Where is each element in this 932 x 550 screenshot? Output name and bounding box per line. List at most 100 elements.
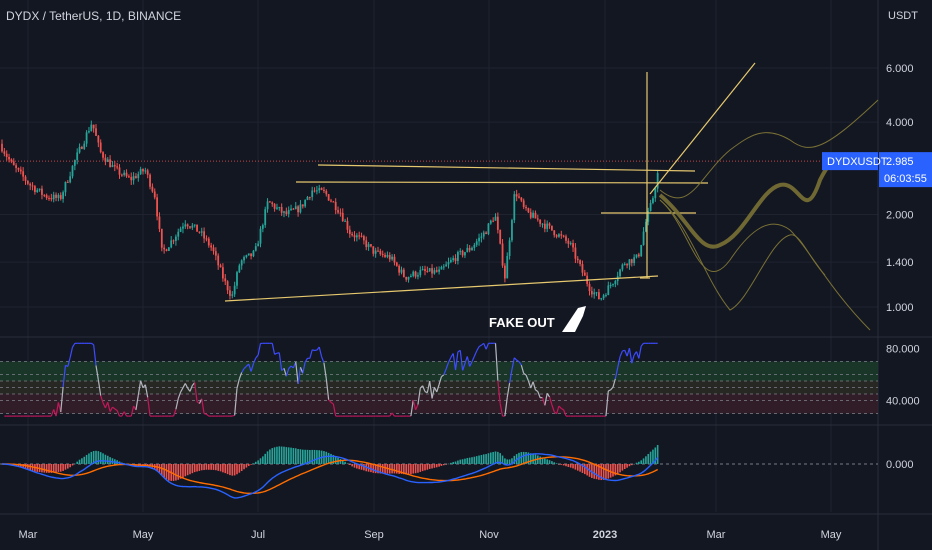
candle-down xyxy=(426,271,429,273)
macd-histogram-bar xyxy=(346,463,349,465)
rsi-segment xyxy=(114,408,118,411)
symbol-title[interactable]: DYDX / TetherUS, 1D, BINANCE xyxy=(6,9,182,23)
upper-channel-line xyxy=(317,164,696,172)
candle-up xyxy=(558,234,560,237)
candle-up xyxy=(278,207,281,209)
macd-histogram-bar xyxy=(165,464,168,480)
macd-histogram-bar xyxy=(384,464,386,474)
macd-histogram-bar xyxy=(473,456,476,464)
candle-down xyxy=(360,235,363,237)
candle-up xyxy=(506,256,509,279)
macd-histogram-bar xyxy=(532,453,534,464)
rsi-segment xyxy=(271,343,276,355)
macd-histogram-bar xyxy=(222,464,224,473)
candle-down xyxy=(520,197,523,201)
rsi-segment xyxy=(60,386,64,413)
candle-down xyxy=(196,224,198,232)
candle-down xyxy=(15,165,17,169)
candle-down xyxy=(339,212,342,214)
candle-up xyxy=(508,240,511,257)
candle-up xyxy=(656,173,659,189)
macd-histogram-bar xyxy=(640,460,642,464)
macd-histogram-bar xyxy=(334,456,337,464)
macd-histogram-bar xyxy=(548,460,551,464)
candle-down xyxy=(363,236,365,241)
candle-up xyxy=(64,181,67,193)
macd-histogram-bar xyxy=(302,449,304,464)
rsi-segment xyxy=(100,395,104,404)
rsi-segment xyxy=(201,398,205,414)
rsi-segment xyxy=(330,401,334,405)
macd-histogram-bar xyxy=(638,461,640,464)
candle-down xyxy=(492,220,495,222)
rsi-segment xyxy=(610,386,614,391)
macd-histogram-bar xyxy=(527,452,530,464)
candle-down xyxy=(273,204,276,209)
candle-down xyxy=(226,281,229,291)
macd-histogram-bar xyxy=(78,459,81,464)
candle-up xyxy=(482,232,485,237)
macd-histogram-bar xyxy=(360,464,363,470)
rsi-segment xyxy=(478,344,482,348)
time-axis[interactable]: Mar May Jul Sep Nov 2023 Mar May xyxy=(19,529,842,541)
candle-down xyxy=(146,170,149,175)
macd-histogram-bar xyxy=(238,464,241,473)
candle-down xyxy=(26,180,29,184)
rsi-segment xyxy=(236,378,240,389)
macd-histogram-bar xyxy=(377,464,379,474)
candle-down xyxy=(156,197,158,217)
candle-up xyxy=(433,270,436,274)
rsi-segment xyxy=(426,380,431,393)
macd-histogram-bar xyxy=(193,464,196,473)
macd-histogram-bar xyxy=(283,446,285,464)
candle-down xyxy=(158,216,161,229)
candle-down xyxy=(551,225,553,231)
macd-histogram-bar xyxy=(17,464,20,467)
macd-histogram-bar xyxy=(494,451,497,464)
candle-down xyxy=(24,176,27,181)
macd-histogram-bar xyxy=(358,464,360,470)
candle-down xyxy=(151,186,154,192)
macd-histogram-bar xyxy=(591,464,593,479)
macd-histogram-bar xyxy=(461,459,464,464)
rsi-upper-band xyxy=(0,361,878,381)
candle-down xyxy=(120,174,123,176)
macd-histogram-bar xyxy=(210,464,212,470)
candle-up xyxy=(294,206,297,210)
macd-histogram-bar xyxy=(471,457,473,464)
price-tag-symbol: DYDXUSDT xyxy=(827,156,888,168)
macd-histogram-bar xyxy=(332,454,335,464)
rsi-segment xyxy=(121,411,125,417)
price-axis[interactable]: 6.000 4.000 2.000 1.400 1.000 80.000 40.000 0.0… xyxy=(886,63,920,471)
candle-down xyxy=(348,229,351,234)
candle-up xyxy=(619,269,621,277)
candle-up xyxy=(438,269,440,272)
candle-up xyxy=(391,256,393,260)
candle-down xyxy=(142,169,144,172)
macd-histogram-bar xyxy=(226,464,229,475)
candle-down xyxy=(34,186,36,192)
candle-up xyxy=(261,225,264,229)
candle-down xyxy=(113,165,116,167)
macd-histogram-bar xyxy=(330,453,332,464)
macd-histogram-bar xyxy=(264,453,266,464)
rsi-segment xyxy=(243,365,247,370)
macd-histogram-bar xyxy=(71,464,74,466)
candle-up xyxy=(245,255,248,258)
candle-down xyxy=(435,270,438,272)
rsi-segment xyxy=(234,388,238,416)
rsi-segment xyxy=(175,398,179,410)
rsi-segment xyxy=(140,380,144,388)
rsi-segment xyxy=(464,356,468,364)
macd-histogram-bar xyxy=(203,464,205,471)
macd-histogram-bar xyxy=(584,464,586,475)
candle-down xyxy=(48,197,50,199)
time-axis-tick: Mar xyxy=(19,529,38,541)
macd-histogram-bar xyxy=(64,464,67,470)
candle-down xyxy=(504,265,506,279)
macd-histogram-bar xyxy=(191,464,194,474)
candle-up xyxy=(464,252,466,256)
macd-histogram-bar xyxy=(558,464,560,465)
rsi-segment xyxy=(509,369,513,384)
